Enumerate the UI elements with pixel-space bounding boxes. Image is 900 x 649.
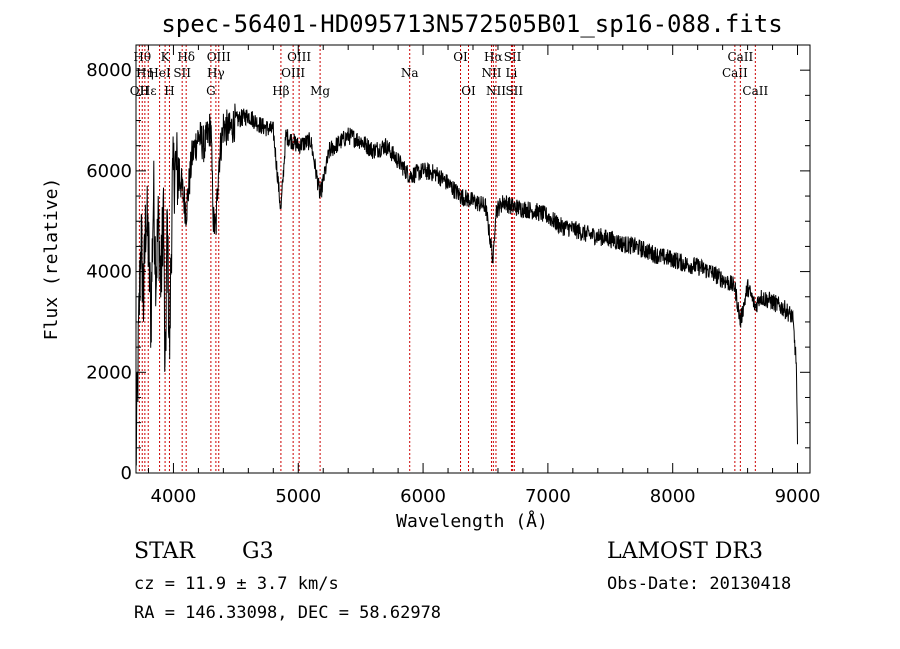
line-label-15: Mg (310, 84, 330, 98)
line-label-21: NII (486, 84, 506, 98)
line-label-4: HeI (148, 66, 171, 80)
x-axis: 4000 5000 6000 7000 8000 9000 (147, 45, 821, 507)
line-label-22: Li (506, 66, 518, 80)
object-subclass: G3 (242, 539, 274, 564)
x-axis-label: Wavelength (Å) (396, 510, 548, 532)
x-tick-label-1: 5000 (275, 486, 321, 507)
x-tick-label-2: 6000 (400, 486, 446, 507)
line-label-9: G (206, 84, 216, 98)
line-label-26: CaII (727, 50, 753, 64)
line-label-23: SII (504, 50, 522, 64)
x-tick-label-3: 7000 (525, 486, 571, 507)
line-label-13: OIII (281, 66, 305, 80)
line-label-10: Hγ (207, 66, 225, 80)
line-label-2: Hη (136, 66, 154, 80)
line-label-16: Na (401, 66, 419, 80)
y-tick-label-0: 0 (121, 463, 132, 484)
spectrum-line (135, 103, 798, 466)
line-label-7: SII (173, 66, 191, 80)
line-label-6: H (164, 84, 174, 98)
y-axis-label: Flux (relative) (41, 178, 62, 341)
line-label-8: Hδ (177, 50, 195, 64)
y-tick-label-3: 6000 (86, 161, 132, 182)
line-label-3: Hε (140, 84, 157, 98)
y-tick-label-4: 8000 (86, 60, 132, 81)
line-label-25: CaII (722, 66, 748, 80)
x-tick-label-0: 4000 (151, 486, 197, 507)
line-label-24: SII (505, 84, 523, 98)
survey-label: LAMOST DR3 (607, 539, 763, 564)
line-label-14: OIII (287, 50, 311, 64)
obs-date: Obs-Date: 20130418 (607, 574, 792, 594)
y-axis: 0 2000 4000 6000 8000 (86, 60, 810, 484)
line-label-12: Hβ (272, 84, 289, 98)
line-label-18: OI (461, 84, 476, 98)
line-label-17: OI (453, 50, 468, 64)
object-class: STAR (134, 539, 195, 564)
line-label-19: NII (481, 66, 501, 80)
ra-dec-readout: RA = 146.33098, DEC = 58.62978 (134, 603, 442, 623)
line-label-11: OIII (207, 50, 231, 64)
spectrum-layer (135, 103, 798, 466)
y-tick-label-1: 2000 (86, 362, 132, 383)
line-label-20: Hα (484, 50, 503, 64)
redshift-readout: cz = 11.9 ± 3.7 km/s (134, 574, 339, 594)
x-tick-label-5: 9000 (775, 486, 821, 507)
y-tick-label-2: 4000 (86, 262, 132, 283)
line-label-27: CaII (742, 84, 768, 98)
plot-frame (135, 44, 811, 474)
chart-title: spec-56401-HD095713N572505B01_sp16-088.f… (161, 10, 782, 38)
line-label-1: Hθ (133, 50, 151, 64)
line-label-5: K (161, 50, 171, 64)
x-tick-label-4: 8000 (650, 486, 696, 507)
